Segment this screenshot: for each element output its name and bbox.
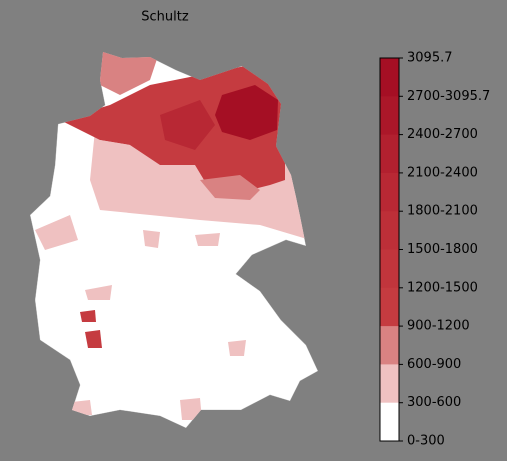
region (215, 85, 278, 140)
region (228, 340, 246, 356)
region (200, 175, 260, 200)
region (100, 52, 160, 95)
region (195, 233, 220, 246)
colorbar-label: 2700-3095.7 (407, 89, 490, 104)
colorbar-segment (380, 287, 399, 327)
colorbar-label: 300-600 (407, 395, 461, 410)
region (95, 140, 130, 160)
region (72, 400, 92, 415)
colorbar-label: 2400-2700 (407, 127, 478, 142)
region (35, 215, 78, 250)
map-title: Schultz (141, 10, 189, 25)
colorbar-segment (380, 326, 399, 365)
region (85, 330, 102, 348)
colorbar-segment (380, 58, 399, 97)
colorbar-segment (380, 134, 399, 174)
colorbar-segment (380, 364, 399, 404)
colorbar-label: 3095.7 (407, 51, 453, 66)
colorbar-segment (380, 96, 399, 136)
region (160, 100, 215, 150)
colorbar-label: 600-900 (407, 357, 461, 372)
colorbar-label: 2100-2400 (407, 165, 478, 180)
region (85, 285, 112, 300)
region (80, 310, 96, 322)
colorbar-segment (380, 211, 399, 250)
colorbar-segment (380, 402, 399, 442)
colorbar-label: 1800-2100 (407, 204, 478, 219)
colorbar-label: 1200-1500 (407, 280, 478, 295)
colorbar-label: 900-1200 (407, 319, 470, 334)
region (143, 230, 160, 248)
colorbar-segment (380, 172, 399, 212)
region (180, 398, 202, 420)
colorbar-label: 1500-1800 (407, 242, 478, 257)
colorbar-label: 0-300 (407, 434, 445, 449)
colorbar-segment (380, 249, 399, 289)
map-regions (30, 52, 318, 428)
